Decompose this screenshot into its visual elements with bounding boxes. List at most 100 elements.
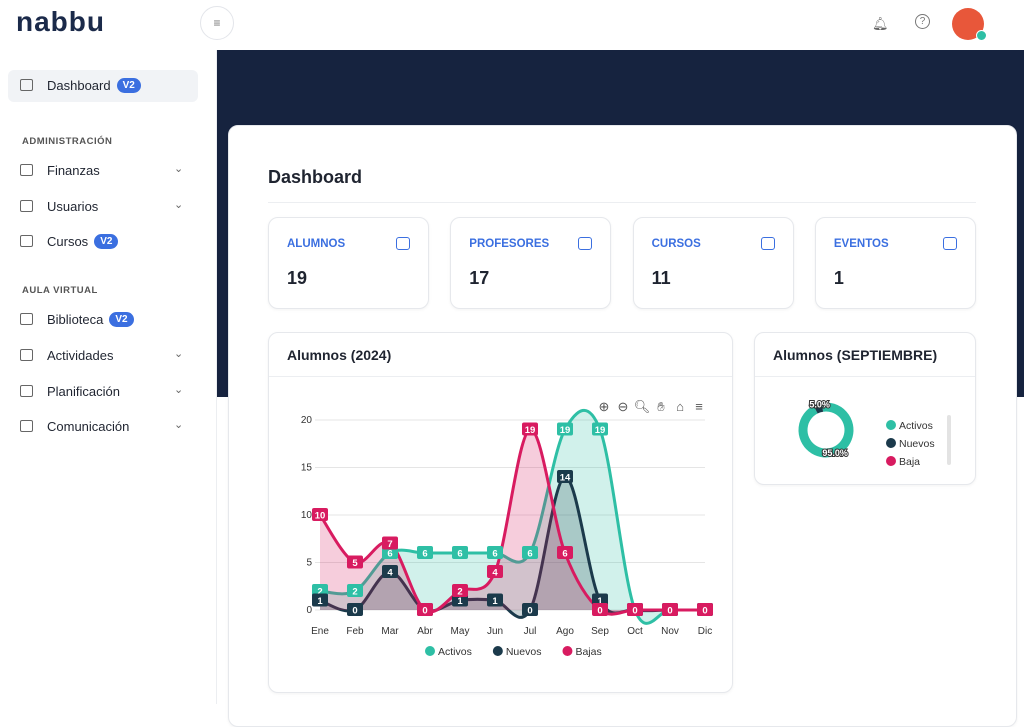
nav-item[interactable]: Actividades ⌄ bbox=[8, 340, 198, 372]
data-label: 2 bbox=[457, 587, 462, 598]
nav-icon bbox=[20, 313, 33, 326]
stat-card: CURSOS 11 bbox=[632, 217, 794, 309]
toolbar-button: ✋︎ bbox=[657, 399, 665, 414]
stat-icon bbox=[578, 237, 593, 250]
sidebar: Dashboard V2 ADMINISTRACIÓN Finanzas ⌄ Usuari… bbox=[0, 50, 217, 704]
legend-label: Bajas bbox=[575, 646, 601, 658]
data-label: 0 bbox=[422, 606, 427, 617]
nav-label: Actividades bbox=[47, 348, 113, 363]
data-label: 1 bbox=[457, 596, 463, 607]
legend-label: Nuevos bbox=[899, 438, 935, 450]
stat-label: CURSOS bbox=[651, 238, 701, 250]
stat-label: ALUMNOS bbox=[287, 238, 346, 250]
page-title: Dashboard bbox=[268, 167, 363, 187]
data-label: 1 bbox=[317, 596, 323, 607]
nav-icon bbox=[20, 164, 33, 176]
nav-icon bbox=[20, 199, 33, 212]
nav-text: Finanzas bbox=[47, 163, 100, 178]
data-label: 6 bbox=[562, 549, 567, 560]
data-label-bg bbox=[487, 593, 503, 607]
stat-card: EVENTOS 1 bbox=[814, 217, 976, 309]
nav-item[interactable]: Dashboard V2 bbox=[8, 70, 198, 102]
data-label: 19 bbox=[525, 425, 536, 436]
data-label: 0 bbox=[632, 606, 637, 617]
data-label: 4 bbox=[387, 568, 393, 579]
data-label: 0 bbox=[527, 606, 532, 617]
y-tick-label: 5 bbox=[306, 558, 312, 569]
data-label: 6 bbox=[457, 549, 462, 560]
data-label-bg bbox=[557, 470, 573, 483]
data-label-bg bbox=[627, 603, 643, 616]
data-label-bg bbox=[522, 603, 538, 616]
data-label: 2 bbox=[317, 587, 322, 598]
stat-value: 1 bbox=[833, 268, 844, 288]
stat-value: 17 bbox=[469, 268, 490, 288]
stat-value: 19 bbox=[287, 268, 308, 288]
data-label: 2 bbox=[352, 587, 357, 598]
nav-label: Planificación bbox=[47, 384, 120, 399]
nav-item[interactable]: Cursos V2 bbox=[8, 226, 198, 258]
legend-marker bbox=[562, 646, 573, 656]
badge: V2 bbox=[94, 234, 119, 250]
nav-text: Cursos bbox=[47, 234, 89, 250]
divider bbox=[269, 376, 732, 377]
data-label: 6 bbox=[422, 549, 427, 560]
data-label: 6 bbox=[387, 549, 392, 560]
data-label-bg bbox=[522, 546, 538, 559]
data-label-bg bbox=[347, 584, 363, 597]
section-title: ADMINISTRACIÓN bbox=[22, 136, 113, 147]
y-tick-label: 15 bbox=[301, 463, 313, 474]
x-tick-label: Dic bbox=[698, 626, 712, 637]
data-label-bg bbox=[417, 546, 433, 559]
stat-icon bbox=[760, 237, 775, 250]
toolbar-button: ⊖ bbox=[618, 399, 629, 414]
nav-text: Dashboard bbox=[47, 78, 111, 93]
toolbar-button: ≡ bbox=[695, 399, 703, 414]
section-title: AULA VIRTUAL bbox=[22, 285, 98, 297]
nav-item[interactable]: Usuarios ⌄ bbox=[8, 191, 198, 223]
nav-label: Finanzas bbox=[47, 163, 100, 178]
data-label: 6 bbox=[527, 549, 532, 560]
x-tick-label: Sep bbox=[591, 626, 609, 637]
x-tick-label: Jul bbox=[524, 626, 537, 637]
data-label-bg bbox=[452, 546, 468, 559]
legend-label: Activos bbox=[899, 420, 933, 432]
stat-card: ALUMNOS 19 bbox=[268, 217, 429, 309]
nav-label: Cursos V2 bbox=[47, 234, 119, 250]
area-fill bbox=[320, 429, 705, 615]
x-tick-label: Mar bbox=[381, 626, 399, 637]
data-label: 1 bbox=[597, 596, 603, 607]
nav-icon bbox=[20, 348, 33, 361]
x-tick-label: Feb bbox=[346, 626, 364, 637]
stat-icon bbox=[396, 237, 410, 250]
nav-item[interactable]: Planificación ⌄ bbox=[8, 376, 198, 408]
stat-icon bbox=[942, 237, 957, 250]
chevron: ⌄ bbox=[174, 198, 184, 211]
data-label-bg bbox=[592, 422, 608, 436]
data-label-bg bbox=[312, 508, 328, 521]
x-tick-label: Nov bbox=[661, 626, 679, 637]
nav-item[interactable]: Biblioteca V2 bbox=[8, 304, 198, 336]
legend-marker bbox=[886, 438, 896, 448]
data-label-bg bbox=[592, 603, 608, 616]
help[interactable]: ? bbox=[915, 14, 930, 29]
donut-slice bbox=[813, 402, 824, 414]
chevron: ⌄ bbox=[174, 419, 184, 432]
nav-item[interactable]: Finanzas ⌄ bbox=[8, 155, 198, 187]
menu-toggle[interactable]: ≡ bbox=[200, 6, 234, 40]
data-label: 0 bbox=[352, 606, 357, 617]
legend-marker bbox=[886, 456, 896, 466]
chevron: ⌄ bbox=[174, 163, 184, 175]
notifications[interactable]: 🔔︎ bbox=[872, 16, 889, 31]
y-tick-label: 20 bbox=[301, 415, 313, 426]
chart-card: Alumnos (2024) bbox=[268, 332, 733, 693]
nav-item[interactable]: Comunicación ⌄ bbox=[8, 411, 198, 443]
nav-text: Usuarios bbox=[47, 198, 99, 214]
y-tick-label: 10 bbox=[301, 510, 313, 521]
page: nabbu ≡ 🔔︎ ? Dashboard V2 ADMINISTRACIÓN Fi… bbox=[0, 6, 1024, 727]
x-tick-label: May bbox=[451, 626, 470, 637]
toolbar-button: 🔍︎ bbox=[634, 399, 651, 414]
stat-card: PROFESORES 17 bbox=[450, 217, 612, 309]
data-label: 19 bbox=[560, 425, 571, 436]
